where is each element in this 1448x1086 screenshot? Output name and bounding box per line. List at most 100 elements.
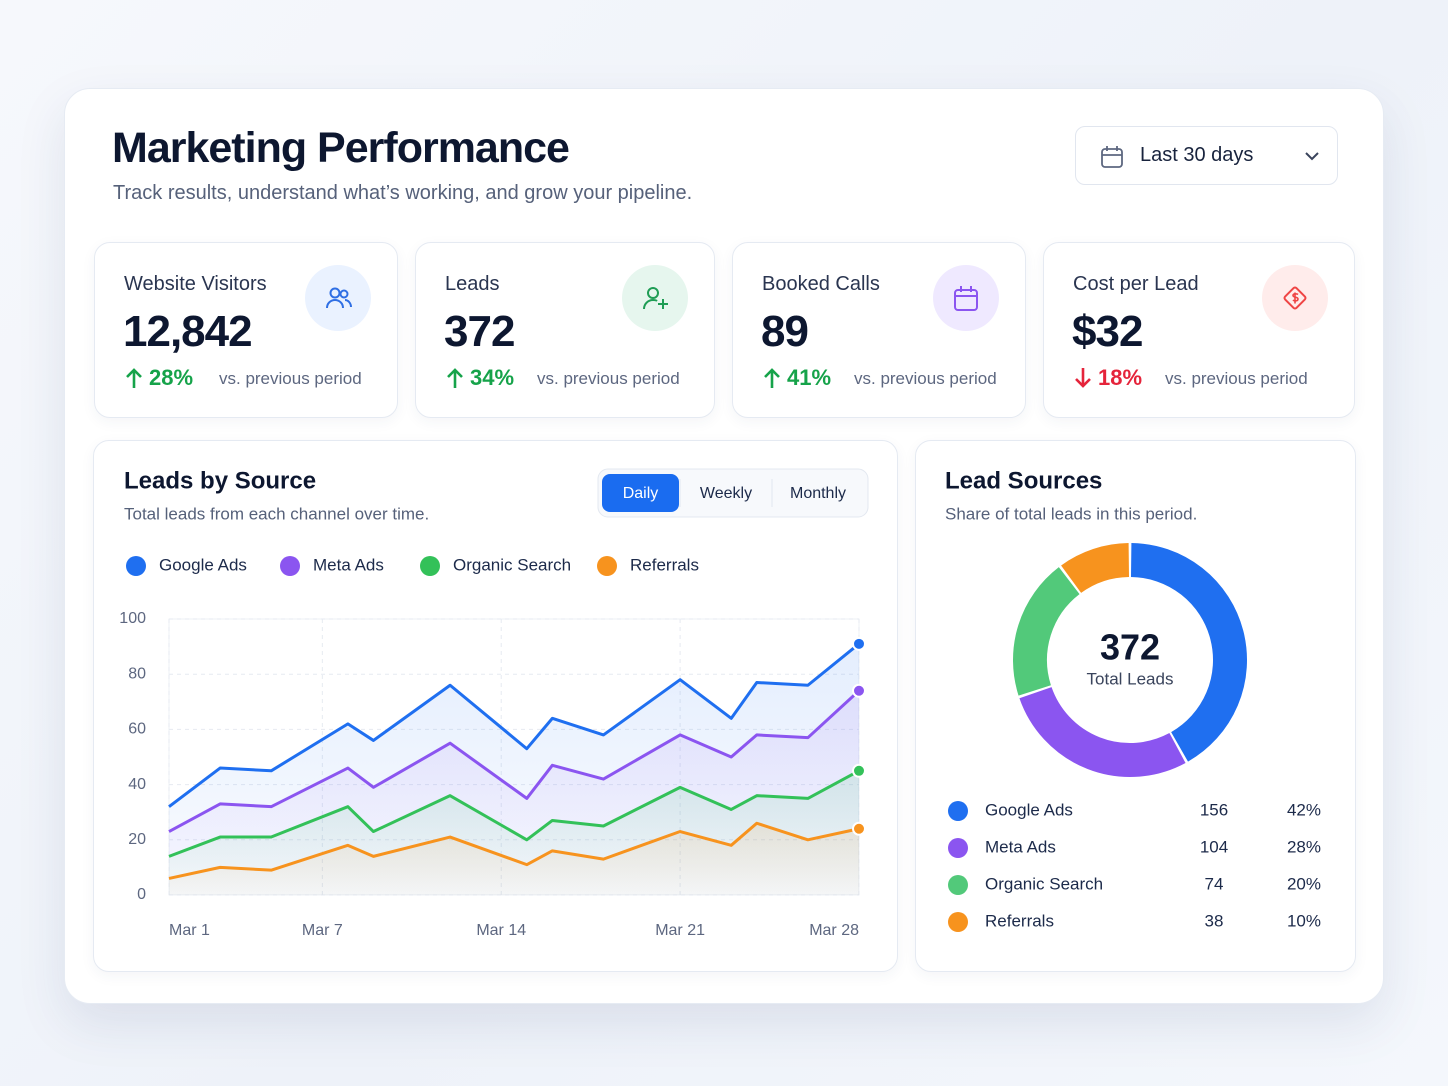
kpi-icon — [305, 265, 371, 331]
donut-center-label: Total Leads — [1087, 669, 1174, 688]
legend-dot — [420, 556, 440, 576]
kpi-icon — [622, 265, 688, 331]
x-tick-label: Mar 7 — [302, 922, 343, 939]
tab[interactable]: Monthly — [790, 485, 846, 502]
y-tick-label: 20 — [128, 831, 146, 848]
trend-arrow — [125, 367, 143, 389]
y-tick-label: 60 — [128, 721, 146, 738]
kpi-label: Website Visitors — [124, 273, 267, 295]
legend-label: Google Ads — [985, 800, 1073, 819]
tab-active-bg — [602, 474, 679, 512]
calendar-icon — [1101, 146, 1123, 168]
area-fill — [169, 823, 859, 895]
x-tick-label: Mar 1 — [169, 922, 210, 939]
legend-share: 28% — [1287, 837, 1321, 856]
kpi-note: vs. previous period — [219, 369, 362, 388]
x-tick-label: Mar 14 — [476, 922, 526, 939]
icon-glyph — [641, 284, 669, 312]
donut-slice — [1013, 567, 1080, 696]
kpi-card: Cost per Lead $32 18% vs. previous period — [1043, 242, 1355, 418]
legend-label: Referrals — [630, 555, 699, 574]
series-line — [168, 689, 861, 833]
y-tick-label: 0 — [137, 886, 146, 903]
kpi-note: vs. previous period — [1165, 369, 1308, 388]
series-line — [168, 642, 860, 808]
kpi-icon — [1262, 265, 1328, 331]
series-line — [168, 769, 860, 858]
kpi-value: 89 — [761, 307, 809, 356]
x-tick-label: Mar 21 — [655, 922, 705, 939]
legend-dot — [948, 838, 968, 858]
chart-title: Leads by Source — [124, 467, 316, 494]
legend-count: 74 — [1205, 874, 1224, 893]
y-tick-label: 100 — [119, 610, 146, 627]
chart-subtitle: Total leads from each channel over time. — [124, 504, 429, 523]
donut-slice — [1061, 543, 1130, 594]
kpi-change-value: 41% — [787, 365, 832, 390]
legend-share: 42% — [1287, 800, 1321, 819]
kpi-card: Booked Calls 89 41% vs. previous period — [732, 242, 1026, 418]
end-point — [852, 763, 866, 778]
trend-arrow — [446, 367, 464, 389]
legend-share: 20% — [1287, 874, 1321, 893]
kpi-card: Website Visitors 12,842 28% vs. previous pe… — [94, 242, 398, 418]
date-range-label: Last 30 days — [1140, 144, 1254, 166]
end-point — [852, 821, 866, 836]
end-point — [852, 683, 866, 698]
donut-slice — [1019, 686, 1186, 777]
legend-label: Organic Search — [453, 555, 571, 574]
legend-label: Meta Ads — [985, 837, 1056, 856]
legend-share: 10% — [1287, 911, 1321, 930]
donut-chart-card: Lead Sources Share of total leads in this… — [915, 440, 1356, 972]
legend-label: Organic Search — [985, 874, 1103, 893]
donut-chart: Lead Sources Share of total leads in this… — [945, 467, 1321, 932]
trend-arrow — [763, 367, 781, 389]
trend-arrow — [1074, 367, 1092, 389]
kpi-change-value: 34% — [470, 365, 515, 390]
kpi-label: Leads — [445, 273, 500, 295]
chart-title: Lead Sources — [945, 467, 1102, 494]
kpi-change: 34% — [446, 365, 514, 391]
legend-label: Google Ads — [159, 555, 247, 574]
chart-subtitle: Share of total leads in this period. — [945, 504, 1197, 523]
kpi-card: Leads 372 34% vs. previous period — [415, 242, 715, 418]
series-line — [168, 821, 860, 880]
legend-count: 38 — [1205, 911, 1224, 930]
icon-glyph — [952, 284, 980, 312]
kpi-change-value: 18% — [1098, 365, 1143, 390]
line-chart: Leads by Source Total leads from each cha… — [119, 467, 869, 939]
legend-dot — [948, 912, 968, 932]
legend-dot — [948, 801, 968, 821]
legend-count: 156 — [1200, 800, 1228, 819]
kpi-value: 372 — [444, 307, 515, 356]
legend-label: Referrals — [985, 911, 1054, 930]
y-tick-label: 40 — [128, 776, 146, 793]
kpi-label: Booked Calls — [762, 273, 880, 295]
kpi-change: 28% — [125, 365, 193, 391]
kpi-note: vs. previous period — [537, 369, 680, 388]
x-tick-label: Mar 28 — [809, 922, 859, 939]
kpi-change-value: 28% — [149, 365, 194, 390]
y-tick-label: 80 — [128, 665, 146, 682]
icon-glyph — [324, 284, 352, 312]
kpi-note: vs. previous period — [854, 369, 997, 388]
legend-dot — [126, 556, 146, 576]
kpi-change: 18% — [1074, 365, 1142, 391]
donut-slice — [1130, 543, 1247, 762]
end-point — [852, 636, 866, 651]
legend-dot — [597, 556, 617, 576]
tab[interactable]: Weekly — [700, 485, 752, 502]
legend-count: 104 — [1200, 837, 1228, 856]
legend-dot — [280, 556, 300, 576]
kpi-label: Cost per Lead — [1073, 273, 1199, 295]
tab[interactable]: Daily — [623, 485, 659, 502]
date-range-dropdown[interactable]: Last 30 days — [1075, 126, 1338, 185]
line-chart-card: Leads by Source Total leads from each cha… — [93, 440, 898, 972]
kpi-value: $32 — [1072, 307, 1143, 356]
kpi-change: 41% — [763, 365, 831, 391]
page-subtitle: Track results, understand what’s working… — [113, 182, 693, 204]
kpi-value: 12,842 — [123, 307, 253, 356]
donut-center-value: 372 — [1100, 627, 1160, 668]
page-title: Marketing Performance — [112, 124, 570, 172]
